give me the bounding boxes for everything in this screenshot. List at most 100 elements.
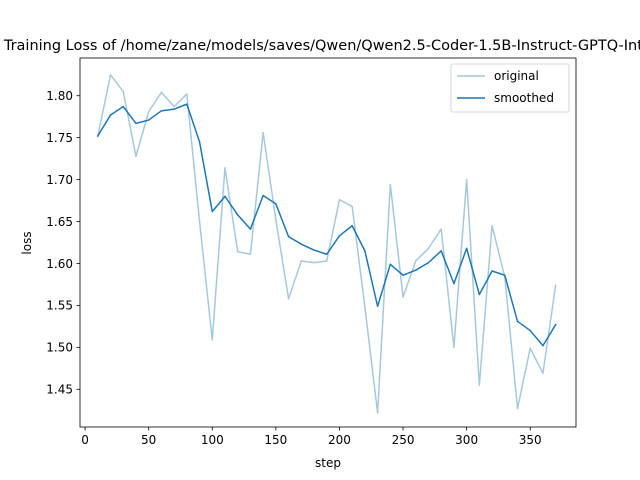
data-point-smoothed — [173, 108, 175, 110]
data-point-smoothed — [97, 135, 99, 137]
x-tick-label: 150 — [264, 433, 287, 447]
x-tick-label: 350 — [519, 433, 542, 447]
data-point-smoothed — [427, 261, 430, 264]
data-point-original — [364, 306, 366, 308]
data-point-original — [529, 347, 531, 349]
data-point-smoothed — [147, 119, 150, 121]
plot-frame — [79, 57, 577, 428]
data-point-smoothed — [554, 323, 557, 326]
data-point-original — [376, 411, 379, 414]
x-axis-label: step — [315, 456, 341, 470]
data-point-original — [402, 296, 404, 298]
x-tick-label: 250 — [392, 433, 415, 447]
data-point-original — [249, 253, 252, 255]
data-point-original — [415, 260, 417, 262]
data-point-smoothed — [300, 243, 303, 245]
data-point-smoothed — [516, 320, 519, 323]
chart-title: Training Loss of /home/zane/models/saves… — [3, 38, 640, 54]
data-point-original — [147, 110, 150, 113]
y-axis: 1.45 1.50 1.55 1.60 1.65 1.70 1.75 1.80 — [46, 89, 80, 397]
legend-label-smoothed: smoothed — [494, 91, 554, 105]
plot-area — [80, 58, 576, 427]
y-tick-label: 1.45 — [46, 383, 73, 397]
data-point-original — [389, 183, 392, 186]
x-tick-label: 0 — [81, 433, 89, 447]
data-point-smoothed — [287, 235, 290, 238]
data-point-smoothed — [275, 203, 277, 205]
x-tick-label: 100 — [201, 433, 224, 447]
data-point-smoothed — [453, 282, 455, 285]
data-point-smoothed — [262, 194, 264, 197]
data-point-original — [325, 260, 328, 262]
data-point-smoothed — [224, 195, 226, 198]
data-point-smoothed — [313, 249, 315, 251]
data-point-original — [491, 224, 493, 227]
data-point-original — [224, 167, 226, 169]
data-point-smoothed — [186, 103, 188, 105]
data-point-original — [338, 198, 341, 201]
data-point-smoothed — [389, 263, 392, 266]
x-axis: 0 50 100 150 200 250 300 350 — [81, 427, 542, 447]
data-point-original — [211, 339, 214, 341]
data-point-smoothed — [198, 141, 201, 143]
data-point-original — [453, 346, 455, 349]
data-point-smoothed — [160, 110, 163, 112]
series-layer — [96, 74, 557, 414]
data-point-smoothed — [542, 344, 544, 347]
data-point-smoothed — [351, 224, 353, 227]
data-point-original — [542, 372, 544, 375]
data-point-smoothed — [504, 274, 506, 276]
data-point-smoothed — [440, 250, 442, 252]
data-point-original — [262, 131, 264, 134]
y-tick-label: 1.70 — [46, 173, 73, 187]
y-tick-label: 1.75 — [46, 131, 73, 145]
data-point-original — [198, 220, 201, 223]
data-point-original — [173, 105, 175, 108]
data-point-smoothed — [249, 228, 252, 230]
data-point-smoothed — [236, 214, 239, 216]
data-point-original — [160, 91, 163, 94]
data-point-smoothed — [402, 274, 404, 276]
x-tick-label: 300 — [455, 433, 478, 447]
data-point-smoothed — [338, 235, 341, 237]
data-point-smoothed — [465, 247, 468, 250]
data-point-original — [313, 261, 315, 264]
data-point-original — [516, 407, 519, 410]
data-point-original — [275, 219, 277, 221]
data-point-smoothed — [325, 253, 328, 255]
data-point-original — [427, 247, 430, 250]
data-point-original — [300, 260, 303, 262]
data-point-smoothed — [478, 293, 481, 296]
y-tick-label: 1.55 — [46, 299, 73, 313]
x-tick-label: 200 — [328, 433, 351, 447]
data-point-original — [478, 384, 481, 386]
legend: original smoothed — [450, 63, 570, 113]
data-point-original — [109, 74, 112, 76]
data-point-smoothed — [529, 329, 531, 332]
data-point-smoothed — [211, 210, 214, 213]
data-point-original — [236, 250, 239, 253]
x-tick-label: 50 — [141, 433, 156, 447]
data-point-smoothed — [135, 122, 137, 125]
data-point-original — [287, 297, 290, 300]
data-point-original — [554, 284, 557, 287]
y-tick-label: 1.60 — [46, 257, 73, 271]
data-point-original — [351, 205, 353, 208]
data-point-original — [122, 90, 124, 93]
data-point-original — [440, 228, 442, 230]
data-point-smoothed — [109, 114, 112, 116]
data-point-smoothed — [364, 250, 366, 252]
legend-label-original: original — [494, 69, 539, 83]
data-point-smoothed — [491, 270, 493, 272]
data-point-original — [465, 178, 468, 181]
data-point-original — [135, 155, 137, 157]
data-point-smoothed — [376, 305, 379, 307]
y-axis-label: loss — [20, 231, 34, 254]
y-tick-label: 1.50 — [46, 341, 73, 355]
data-point-smoothed — [122, 105, 124, 108]
y-tick-label: 1.65 — [46, 215, 73, 229]
data-point-smoothed — [415, 269, 417, 271]
y-tick-label: 1.80 — [46, 89, 73, 103]
data-point-original — [186, 93, 188, 95]
